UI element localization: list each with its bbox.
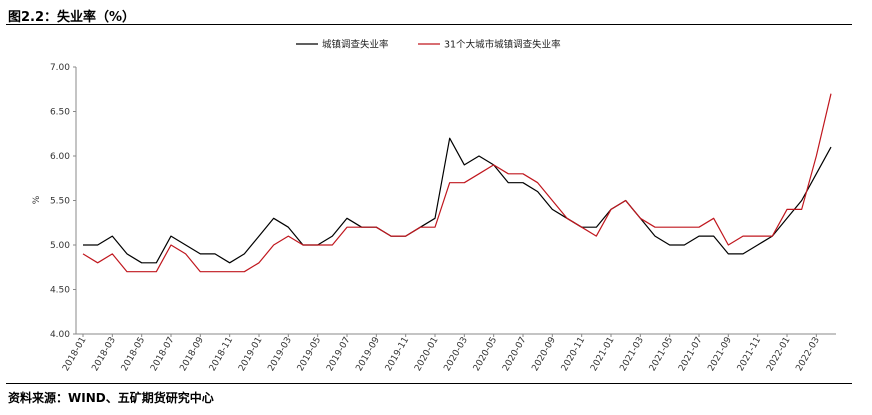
y-tick-label: 4.50: [50, 286, 70, 296]
x-tick-label: 2020-11: [560, 336, 587, 374]
x-tick-label: 2020-01: [413, 336, 440, 374]
x-tick-label: 2019-11: [384, 336, 411, 374]
x-tick-label: 2018-07: [149, 336, 176, 374]
x-tick-label: 2022-01: [765, 336, 792, 374]
y-tick-label: 4.00: [50, 330, 70, 340]
x-tick-label: 2021-09: [706, 335, 734, 373]
x-tick-label: 2019-03: [266, 336, 293, 374]
x-tick-label: 2018-01: [61, 336, 88, 374]
legend-label-series-1: 城镇调查失业率: [322, 39, 389, 51]
x-tick-label: 2018-09: [178, 335, 206, 373]
top-divider: [6, 24, 852, 25]
x-tick-label: 2019-09: [354, 335, 382, 373]
chart-series: [82, 93, 832, 273]
x-tick-label: 2018-11: [208, 336, 235, 374]
series-line-2: [82, 93, 832, 273]
x-tick-label: 2021-01: [589, 336, 616, 374]
y-tick-label: 6.50: [50, 108, 70, 118]
x-tick-label: 2018-03: [90, 336, 117, 374]
x-tick-label: 2020-05: [472, 335, 499, 373]
x-tick-label: 2019-01: [237, 336, 264, 374]
x-tick-label: 2022-03: [794, 336, 821, 374]
y-tick-label: 5.50: [50, 197, 70, 207]
series-line-1: [83, 137, 832, 264]
y-tick-label: 7.00: [50, 63, 70, 73]
bottom-divider: [6, 383, 852, 384]
chart-legend: 城镇调查失业率 31个大城市城镇调查失业率: [296, 39, 561, 51]
x-tick-label: 2019-05: [296, 336, 323, 374]
y-tick-label: 5.00: [50, 241, 70, 251]
x-tick-label: 2021-07: [677, 336, 704, 374]
y-axis-label: %: [32, 195, 42, 204]
legend-label-series-2: 31个大城市城镇调查失业率: [444, 39, 561, 51]
figure-title: 图2.2：失业率（%）: [8, 10, 136, 25]
x-tick-label: 2021-05: [648, 336, 675, 374]
x-tick-label: 2018-05: [120, 336, 147, 374]
x-tick-label: 2019-07: [325, 336, 352, 374]
source-note: 资料来源：WIND、五矿期货研究中心: [8, 391, 214, 405]
x-tick-label: 2021-11: [736, 336, 763, 374]
x-tick-label: 2020-07: [501, 336, 528, 374]
line-chart: 城镇调查失业率 31个大城市城镇调查失业率 % 7.00 6.50 6.00 5.50…: [32, 39, 836, 373]
y-tick-label: 6.00: [50, 152, 70, 162]
x-tick-label: 2020-03: [442, 336, 469, 374]
x-tick-label: 2021-03: [618, 336, 645, 374]
x-tick-label: 2020-09: [530, 335, 558, 373]
